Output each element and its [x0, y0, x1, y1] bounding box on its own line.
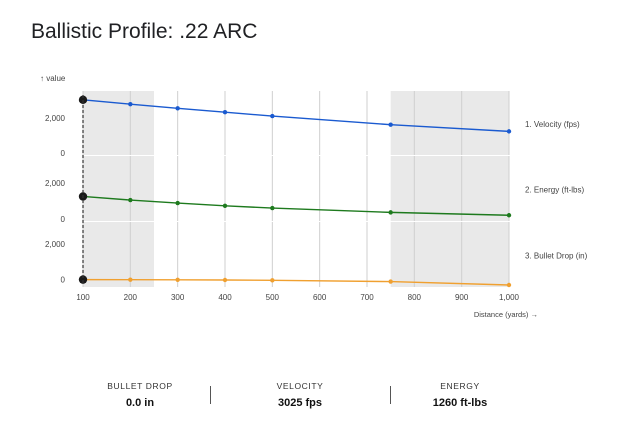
x-tick-label: 500	[266, 293, 280, 302]
data-point	[175, 106, 180, 111]
y-tick-label: 2,000	[45, 179, 66, 188]
highlight-point	[78, 95, 88, 105]
x-tick-label: 100	[76, 293, 90, 302]
data-point	[388, 122, 393, 127]
stat-bullet-drop: BULLET DROP 0.0 in	[60, 378, 220, 414]
data-point	[222, 110, 228, 115]
data-point	[128, 277, 133, 282]
stat-value: 3025 fps	[277, 397, 323, 409]
stats-bar: BULLET DROP 0.0 in VELOCITY 3025 fps ENE…	[60, 378, 540, 414]
x-tick-label: 800	[408, 293, 422, 302]
data-point	[388, 210, 393, 215]
shaded-range	[83, 91, 154, 155]
y-tick-label: 2,000	[45, 114, 66, 123]
data-point	[175, 200, 180, 206]
y-tick-label: 2,000	[45, 240, 66, 249]
stat-value: 1260 ft-lbs	[432, 397, 488, 409]
x-tick-label: 600	[313, 293, 327, 302]
data-point	[175, 277, 180, 282]
y-axis-label: ↑ value	[40, 74, 66, 83]
x-tick-label: 400	[218, 293, 232, 302]
shaded-range	[390, 91, 509, 155]
highlight-point	[78, 275, 88, 284]
shaded-range	[390, 222, 509, 287]
y-tick-label: 0	[61, 215, 66, 224]
y-tick-label: 0	[61, 276, 66, 285]
x-tick-label: 900	[455, 293, 469, 302]
stat-label: VELOCITY	[276, 381, 324, 391]
x-tick-label: 200	[124, 293, 138, 302]
data-point	[388, 279, 393, 284]
x-tick-label: 700	[360, 293, 374, 302]
data-point	[506, 213, 512, 218]
series-label: 1. Velocity (fps)	[525, 120, 580, 129]
x-tick-label: 1,000	[499, 293, 520, 302]
data-point	[222, 203, 228, 208]
series-label: 3. Bullet Drop (in)	[525, 252, 588, 261]
stat-value: 0.0 in	[125, 397, 155, 409]
stat-energy: ENERGY 1260 ft-lbs	[380, 378, 540, 414]
data-point	[506, 129, 512, 134]
chart-title: Ballistic Profile: .22 ARC	[31, 20, 258, 43]
data-point	[270, 205, 275, 211]
stat-velocity: VELOCITY 3025 fps	[220, 378, 380, 414]
data-point	[128, 197, 133, 203]
data-point	[270, 113, 275, 119]
x-tick-label: 300	[171, 293, 185, 302]
stat-divider	[390, 386, 391, 404]
stat-divider	[210, 386, 211, 404]
stat-label: ENERGY	[440, 381, 480, 391]
data-point	[128, 101, 133, 107]
shaded-range	[390, 156, 509, 221]
data-point	[222, 277, 228, 283]
data-point	[506, 282, 512, 288]
ballistic-chart[interactable]: ↑ value 0 2,000 1. Velocity (fps) 0 2,000 2. E…	[0, 0, 628, 350]
stat-label: BULLET DROP	[107, 381, 173, 391]
data-point	[270, 278, 275, 283]
shaded-range	[83, 156, 154, 221]
series-label: 2. Energy (ft-lbs)	[525, 186, 584, 195]
shaded-range	[83, 222, 154, 287]
y-tick-label: 0	[61, 149, 66, 158]
x-axis-label: Distance (yards) →	[474, 310, 538, 319]
